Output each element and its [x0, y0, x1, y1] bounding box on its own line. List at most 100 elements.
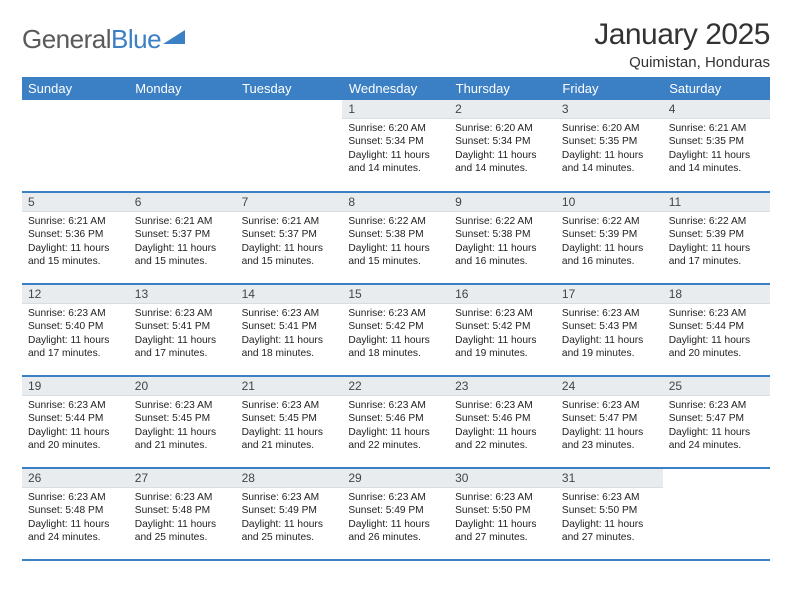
logo-word2: Blue	[111, 24, 161, 55]
sunrise-text: Sunrise: 6:23 AM	[135, 399, 230, 412]
calendar-cell: 23Sunrise: 6:23 AMSunset: 5:46 PMDayligh…	[449, 376, 556, 468]
weekday-header: Tuesday	[236, 77, 343, 100]
day-details: Sunrise: 6:23 AMSunset: 5:49 PMDaylight:…	[342, 488, 449, 548]
calendar-cell: 26Sunrise: 6:23 AMSunset: 5:48 PMDayligh…	[22, 468, 129, 560]
daylight-text: Daylight: 11 hours and 27 minutes.	[455, 518, 550, 545]
daylight-text: Daylight: 11 hours and 14 minutes.	[348, 149, 443, 176]
weekday-header: Sunday	[22, 77, 129, 100]
calendar-cell: 18Sunrise: 6:23 AMSunset: 5:44 PMDayligh…	[663, 284, 770, 376]
calendar-cell: 7Sunrise: 6:21 AMSunset: 5:37 PMDaylight…	[236, 192, 343, 284]
sunrise-text: Sunrise: 6:22 AM	[669, 215, 764, 228]
daylight-text: Daylight: 11 hours and 17 minutes.	[669, 242, 764, 269]
daylight-text: Daylight: 11 hours and 25 minutes.	[135, 518, 230, 545]
day-details: Sunrise: 6:23 AMSunset: 5:40 PMDaylight:…	[22, 304, 129, 364]
day-number: 3	[556, 100, 663, 119]
sunrise-text: Sunrise: 6:21 AM	[28, 215, 123, 228]
day-number: 26	[22, 469, 129, 488]
sunset-text: Sunset: 5:45 PM	[135, 412, 230, 425]
daylight-text: Daylight: 11 hours and 15 minutes.	[28, 242, 123, 269]
sunset-text: Sunset: 5:49 PM	[242, 504, 337, 517]
sunrise-text: Sunrise: 6:23 AM	[348, 307, 443, 320]
calendar-cell	[22, 100, 129, 192]
sunrise-text: Sunrise: 6:22 AM	[562, 215, 657, 228]
sunset-text: Sunset: 5:43 PM	[562, 320, 657, 333]
sunset-text: Sunset: 5:42 PM	[455, 320, 550, 333]
daylight-text: Daylight: 11 hours and 15 minutes.	[348, 242, 443, 269]
sunset-text: Sunset: 5:41 PM	[135, 320, 230, 333]
weekday-header: Thursday	[449, 77, 556, 100]
day-details: Sunrise: 6:23 AMSunset: 5:50 PMDaylight:…	[449, 488, 556, 548]
day-number: 6	[129, 193, 236, 212]
sunrise-text: Sunrise: 6:23 AM	[242, 491, 337, 504]
location-subtitle: Quimistan, Honduras	[594, 54, 770, 71]
day-number: 23	[449, 377, 556, 396]
calendar-cell: 11 Sunrise: 6:22 AMSunset: 5:39 PMDayligh…	[663, 192, 770, 284]
daylight-text: Daylight: 11 hours and 17 minutes.	[28, 334, 123, 361]
sunrise-text: Sunrise: 6:23 AM	[562, 399, 657, 412]
sunrise-text: Sunrise: 6:20 AM	[455, 122, 550, 135]
day-details: Sunrise: 6:23 AMSunset: 5:44 PMDaylight:…	[663, 304, 770, 364]
sunrise-text: Sunrise: 6:23 AM	[135, 491, 230, 504]
calendar-cell: 31Sunrise: 6:23 AMSunset: 5:50 PMDayligh…	[556, 468, 663, 560]
sunset-text: Sunset: 5:46 PM	[348, 412, 443, 425]
day-number: 1	[342, 100, 449, 119]
sunset-text: Sunset: 5:47 PM	[562, 412, 657, 425]
calendar-cell: 29Sunrise: 6:23 AMSunset: 5:49 PMDayligh…	[342, 468, 449, 560]
day-details: Sunrise: 6:21 AMSunset: 5:37 PMDaylight:…	[129, 212, 236, 272]
day-number: 16	[449, 285, 556, 304]
sunrise-text: Sunrise: 6:23 AM	[455, 399, 550, 412]
day-details: Sunrise: 6:21 AMSunset: 5:36 PMDaylight:…	[22, 212, 129, 272]
sunrise-text: Sunrise: 6:23 AM	[28, 307, 123, 320]
daylight-text: Daylight: 11 hours and 14 minutes.	[455, 149, 550, 176]
calendar-cell	[663, 468, 770, 560]
calendar-cell: 1Sunrise: 6:20 AMSunset: 5:34 PMDaylight…	[342, 100, 449, 192]
calendar-table: SundayMondayTuesdayWednesdayThursdayFrid…	[22, 77, 770, 561]
sunset-text: Sunset: 5:39 PM	[669, 228, 764, 241]
logo: GeneralBlue	[22, 18, 187, 55]
day-number: 17	[556, 285, 663, 304]
calendar-cell: 19Sunrise: 6:23 AMSunset: 5:44 PMDayligh…	[22, 376, 129, 468]
daylight-text: Daylight: 11 hours and 18 minutes.	[348, 334, 443, 361]
day-number: 25	[663, 377, 770, 396]
calendar-cell: 10Sunrise: 6:22 AMSunset: 5:39 PMDayligh…	[556, 192, 663, 284]
sunset-text: Sunset: 5:37 PM	[242, 228, 337, 241]
day-number: 2	[449, 100, 556, 119]
weekday-header: Friday	[556, 77, 663, 100]
calendar-cell: 5Sunrise: 6:21 AMSunset: 5:36 PMDaylight…	[22, 192, 129, 284]
day-details: Sunrise: 6:23 AMSunset: 5:45 PMDaylight:…	[236, 396, 343, 456]
calendar-cell: 3Sunrise: 6:20 AMSunset: 5:35 PMDaylight…	[556, 100, 663, 192]
daylight-text: Daylight: 11 hours and 23 minutes.	[562, 426, 657, 453]
sunrise-text: Sunrise: 6:23 AM	[348, 399, 443, 412]
calendar-cell: 2Sunrise: 6:20 AMSunset: 5:34 PMDaylight…	[449, 100, 556, 192]
day-number: 19	[22, 377, 129, 396]
calendar-cell: 13Sunrise: 6:23 AMSunset: 5:41 PMDayligh…	[129, 284, 236, 376]
sunset-text: Sunset: 5:42 PM	[348, 320, 443, 333]
day-details: Sunrise: 6:20 AMSunset: 5:34 PMDaylight:…	[449, 119, 556, 179]
weekday-header: Saturday	[663, 77, 770, 100]
sunset-text: Sunset: 5:34 PM	[348, 135, 443, 148]
day-details: Sunrise: 6:23 AMSunset: 5:46 PMDaylight:…	[342, 396, 449, 456]
day-details: Sunrise: 6:23 AMSunset: 5:46 PMDaylight:…	[449, 396, 556, 456]
sunset-text: Sunset: 5:38 PM	[348, 228, 443, 241]
sunrise-text: Sunrise: 6:22 AM	[348, 215, 443, 228]
day-details: Sunrise: 6:23 AMSunset: 5:47 PMDaylight:…	[663, 396, 770, 456]
day-number: 11	[663, 193, 770, 212]
sunset-text: Sunset: 5:47 PM	[669, 412, 764, 425]
daylight-text: Daylight: 11 hours and 19 minutes.	[562, 334, 657, 361]
calendar-cell: 6Sunrise: 6:21 AMSunset: 5:37 PMDaylight…	[129, 192, 236, 284]
calendar-cell: 28Sunrise: 6:23 AMSunset: 5:49 PMDayligh…	[236, 468, 343, 560]
calendar-cell	[129, 100, 236, 192]
day-details: Sunrise: 6:23 AMSunset: 5:45 PMDaylight:…	[129, 396, 236, 456]
calendar-cell: 25Sunrise: 6:23 AMSunset: 5:47 PMDayligh…	[663, 376, 770, 468]
day-details: Sunrise: 6:23 AMSunset: 5:42 PMDaylight:…	[449, 304, 556, 364]
sunrise-text: Sunrise: 6:23 AM	[669, 307, 764, 320]
sunset-text: Sunset: 5:38 PM	[455, 228, 550, 241]
day-number: 12	[22, 285, 129, 304]
day-number: 8	[342, 193, 449, 212]
sunset-text: Sunset: 5:48 PM	[135, 504, 230, 517]
day-number: 13	[129, 285, 236, 304]
page-title: January 2025	[594, 18, 770, 52]
daylight-text: Daylight: 11 hours and 24 minutes.	[669, 426, 764, 453]
day-number: 27	[129, 469, 236, 488]
sunrise-text: Sunrise: 6:23 AM	[562, 491, 657, 504]
